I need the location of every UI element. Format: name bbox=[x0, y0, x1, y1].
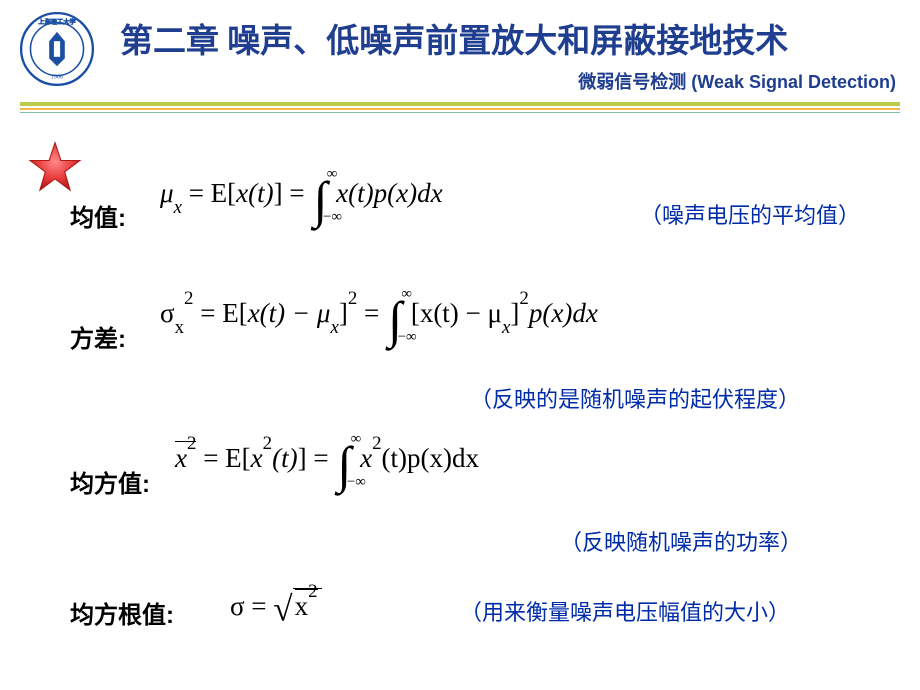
label-variance: 方差: bbox=[70, 319, 126, 354]
label-rms: 均方根值: bbox=[70, 595, 174, 630]
slide-subtitle: 微弱信号检测 (Weak Signal Detection) bbox=[0, 68, 920, 94]
integral-icon: ∫ ∞ −∞ bbox=[313, 170, 327, 221]
svg-text:1906: 1906 bbox=[51, 74, 63, 81]
header-rules bbox=[20, 102, 900, 113]
formula-rms: σ = √x2 bbox=[230, 588, 322, 629]
formula-msv: x2 = E[x2(t)] = ∫ ∞ −∞ x2(t)p(x)dx bbox=[175, 435, 479, 486]
header: 上海理工大学 1906 第二章 噪声、低噪声前置放大和屏蔽接地技术 微弱信号检测… bbox=[0, 0, 920, 113]
formula-mean: μx = E[x(t)] = ∫ ∞ −∞ x(t)p(x)dx bbox=[160, 170, 443, 221]
note-msv: （反映随机噪声的功率） bbox=[560, 525, 802, 557]
star-icon bbox=[28, 140, 82, 194]
integral-icon: ∫ ∞ −∞ bbox=[337, 435, 351, 486]
slide-title: 第二章 噪声、低噪声前置放大和屏蔽接地技术 bbox=[0, 10, 920, 62]
note-variance: （反映的是随机噪声的起伏程度） bbox=[470, 382, 800, 414]
formula-variance: σx2 = E[x(t) − μx]2 = ∫ ∞ −∞ [x(t) − μx]… bbox=[160, 290, 598, 341]
slide: 上海理工大学 1906 第二章 噪声、低噪声前置放大和屏蔽接地技术 微弱信号检测… bbox=[0, 0, 920, 690]
integral-icon: ∫ ∞ −∞ bbox=[388, 290, 402, 341]
note-rms: （用来衡量噪声电压幅值的大小） bbox=[460, 595, 790, 627]
university-logo: 上海理工大学 1906 bbox=[18, 10, 96, 88]
sqrt-icon: √x2 bbox=[273, 588, 321, 629]
svg-text:上海理工大学: 上海理工大学 bbox=[38, 18, 75, 26]
note-mean: （噪声电压的平均值） bbox=[640, 198, 860, 230]
label-mean: 均值: bbox=[70, 198, 126, 233]
label-msv: 均方值: bbox=[70, 464, 150, 499]
